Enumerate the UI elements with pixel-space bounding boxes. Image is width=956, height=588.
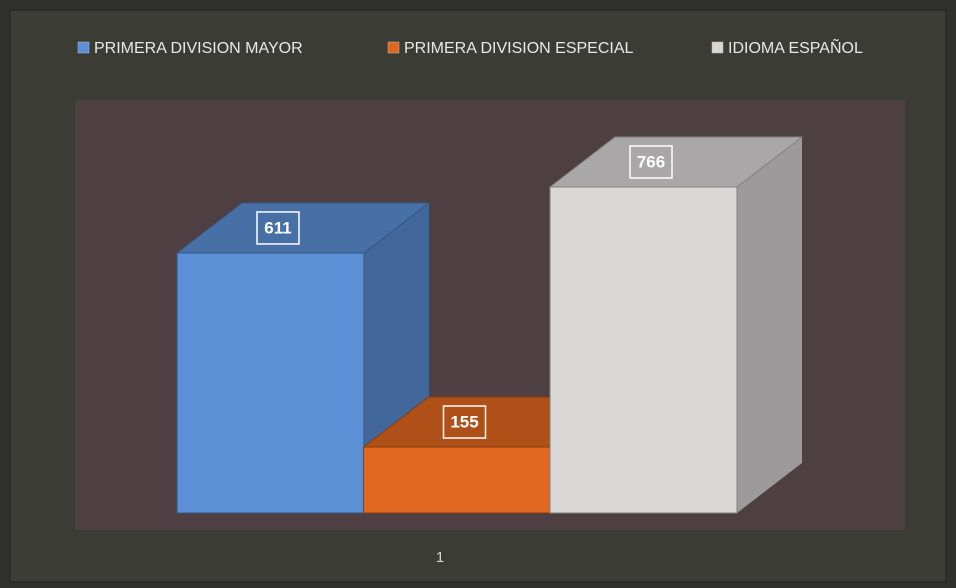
- value-label-box: [256, 211, 300, 245]
- value-label: 155: [450, 413, 478, 432]
- legend-label: IDIOMA ESPAÑOL: [728, 37, 863, 57]
- bar-top: [175, 202, 431, 254]
- x-tick-label: 1: [436, 549, 444, 566]
- legend-swatch: [711, 41, 724, 54]
- value-label: 766: [637, 152, 665, 171]
- bar: [363, 446, 551, 514]
- bar: [176, 252, 365, 514]
- legend-label: PRIMERA DIVISION ESPECIAL: [404, 40, 634, 57]
- legend-label: PRIMERA DIVISION MAYOR: [94, 40, 303, 57]
- bar: [549, 186, 738, 514]
- bar-side: [737, 137, 802, 513]
- value-label-box: [629, 145, 673, 179]
- value-label: 611: [264, 218, 291, 237]
- legend-swatch: [77, 41, 90, 54]
- legend-swatch: [387, 41, 400, 54]
- value-label-box: [442, 405, 487, 439]
- bar-top: [548, 136, 804, 188]
